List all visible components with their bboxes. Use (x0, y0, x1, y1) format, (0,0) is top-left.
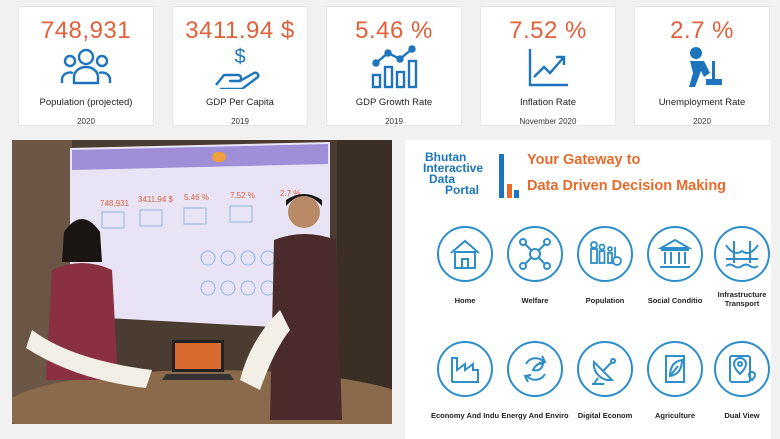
category-label: Agriculture (654, 411, 695, 420)
kpi-value: 5.46 % (355, 17, 433, 44)
category-population[interactable]: Population (570, 226, 640, 305)
brand-text: Data (429, 172, 456, 186)
network-people-icon (519, 238, 551, 270)
brand-text: Bhutan (425, 150, 467, 164)
kpi-value: 7.52 % (509, 17, 587, 44)
kpi-label: Population (projected) (39, 97, 133, 108)
recycle-icon (523, 355, 547, 383)
screen-kpi-value: 748,931 (100, 199, 129, 208)
portal-logo-bars-icon (499, 154, 519, 198)
kpi-label: Unemployment Rate (658, 97, 746, 108)
category-label: Economy And Indu (430, 411, 500, 420)
kpi-label: GDP Growth Rate (355, 97, 433, 108)
screen-kpi-value: 5.46 % (184, 193, 209, 202)
satellite-dish-icon (592, 358, 616, 385)
category-label: Energy And Enviro (501, 411, 569, 420)
screen-kpi-value: 7.52 % (230, 191, 255, 200)
category-dual-view[interactable]: Dual View (707, 341, 771, 420)
kpi-card-gdp-per-capita[interactable]: 3411.94 $ $ GDP Per Capita 2019 (172, 6, 308, 126)
kpi-value: 748,931 (40, 17, 132, 44)
factory-icon (451, 357, 479, 383)
portal-preview: Bhutan Interactive Data Portal Your Gate… (405, 140, 771, 439)
portal-brand: Bhutan Interactive Data Portal (423, 150, 484, 197)
category-label: Home (454, 296, 476, 305)
kpi-card-unemployment[interactable]: 2.7 % Unemployment Rate 2020 (634, 6, 770, 126)
kpi-date: 2019 (231, 117, 249, 126)
kpi-date: 2019 (385, 117, 403, 126)
growth-chart-icon (371, 45, 418, 89)
brand-text: Interactive (423, 161, 484, 175)
brand-text: Portal (445, 183, 480, 197)
kpi-date: November 2020 (519, 117, 577, 126)
family-icon (590, 241, 622, 266)
category-infrastructure[interactable]: Infrastructure Transport (707, 226, 771, 308)
category-label: Social Conditio (647, 296, 703, 305)
launch-event-photo: 748,931 3411.94 $ 5.46 % 7.52 % 2.7 % (12, 140, 392, 424)
category-label-line: Transport (724, 299, 760, 308)
kpi-card-inflation[interactable]: 7.52 % Inflation Rate November 2020 (480, 6, 616, 126)
building-columns-icon (658, 238, 692, 268)
people-icon (60, 48, 112, 85)
category-economy[interactable]: Economy And Indu (430, 341, 500, 420)
category-social-conditions[interactable]: Social Conditio (640, 226, 710, 305)
kpi-card-gdp-growth[interactable]: 5.46 % GDP Growth Rate 2019 (326, 6, 462, 126)
screen-kpi-value: 2.7 % (280, 189, 300, 198)
category-digital-economy[interactable]: Digital Econom (570, 341, 640, 420)
kpi-label: Inflation Rate (520, 97, 576, 108)
category-label: Population (585, 296, 625, 305)
category-label: Welfare (521, 296, 549, 305)
kpi-label: GDP Per Capita (206, 97, 274, 108)
kpi-date: 2020 (77, 117, 95, 126)
category-label-line: Infrastructure (717, 290, 767, 299)
kpi-date: 2020 (693, 117, 711, 126)
category-label: Infrastructure Transport (707, 290, 771, 308)
hand-dollar-icon: $ (215, 46, 260, 89)
category-home[interactable]: Home (430, 226, 500, 305)
portal-tagline: Your Gateway to (527, 152, 641, 168)
trend-up-icon (528, 49, 568, 87)
screen-kpi-value: 3411.94 $ (138, 195, 174, 204)
leaf-icon (665, 355, 685, 383)
portal-tagline: Data Driven Decision Making (527, 178, 727, 194)
category-agriculture[interactable]: Agriculture (640, 341, 710, 420)
category-energy[interactable]: Energy And Enviro (500, 341, 570, 420)
category-label: Dual View (724, 411, 760, 420)
house-icon (450, 239, 480, 269)
category-label: Digital Econom (577, 411, 633, 420)
map-pin-icon (729, 355, 757, 383)
bridge-icon (725, 241, 759, 269)
kpi-card-population[interactable]: 748,931 Population (projected) 2020 (18, 6, 154, 126)
worker-icon (689, 47, 722, 87)
svg-text:$: $ (234, 46, 245, 68)
kpi-value: 2.7 % (670, 17, 734, 44)
category-welfare[interactable]: Welfare (500, 226, 570, 305)
kpi-value: 3411.94 $ (185, 17, 295, 44)
